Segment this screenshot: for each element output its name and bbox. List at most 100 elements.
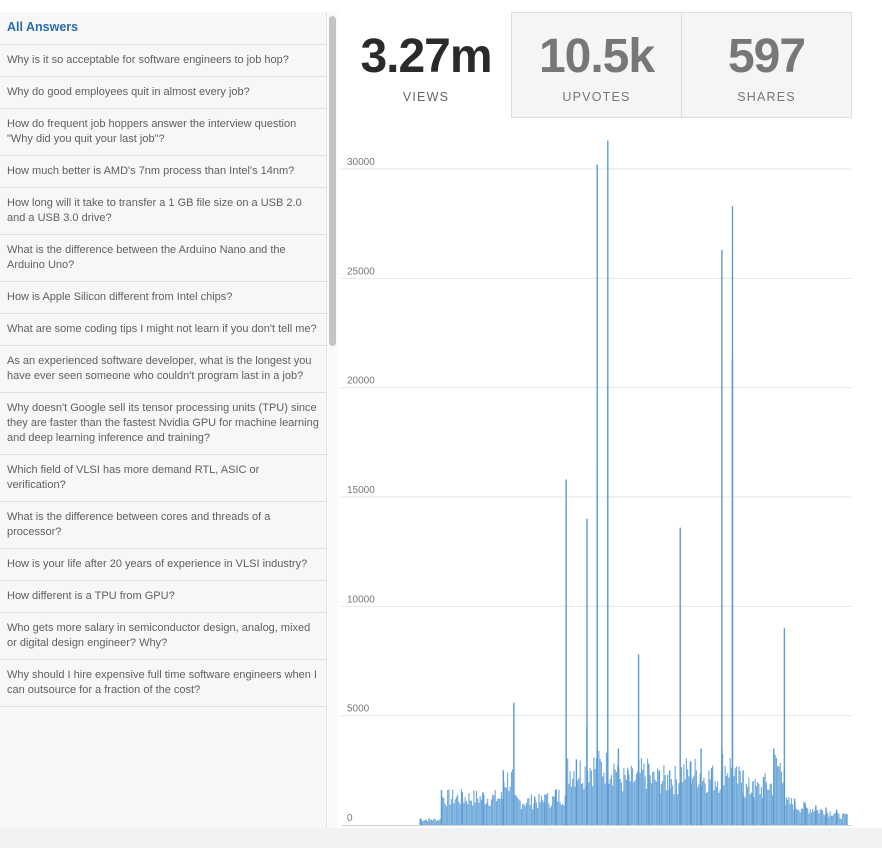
- chart-bar: [623, 767, 625, 825]
- sidebar-item-answer[interactable]: Who gets more salary in semiconductor de…: [0, 613, 326, 660]
- chart-bar: [523, 803, 525, 825]
- chart-bar: [740, 782, 742, 825]
- chart-bar: [520, 808, 522, 825]
- chart-bar: [830, 815, 832, 825]
- sidebar-item-answer[interactable]: How do frequent job hoppers answer the i…: [0, 109, 326, 156]
- sidebar-item-answer[interactable]: What are some coding tips I might not le…: [0, 314, 326, 346]
- sidebar-item-all-answers[interactable]: All Answers: [0, 12, 326, 45]
- chart-bar: [799, 812, 801, 825]
- chart-bar: [432, 820, 434, 825]
- chart-bar: [525, 803, 527, 825]
- chart-bar: [822, 810, 824, 825]
- chart-bar: [690, 761, 692, 825]
- chart-bar: [586, 726, 588, 825]
- chart-bar: [637, 654, 640, 825]
- sidebar-scrollbar[interactable]: [328, 12, 338, 828]
- chart-bar: [703, 777, 705, 825]
- chart-bar: [464, 797, 466, 825]
- chart-bar: [494, 789, 496, 825]
- y-tick-label: 20000: [347, 376, 375, 387]
- chart-bar: [630, 765, 632, 825]
- chart-bar: [715, 786, 717, 825]
- chart-bar: [743, 795, 745, 825]
- chart-bar: [818, 813, 820, 825]
- chart-bar: [457, 794, 459, 825]
- views-stat[interactable]: 3.27m VIEWS: [341, 12, 511, 118]
- chart-bar: [437, 819, 439, 825]
- chart-bar: [668, 770, 671, 825]
- chart-bar: [489, 806, 491, 825]
- chart-bar: [617, 765, 619, 825]
- chart-bar: [664, 775, 666, 825]
- sidebar-item-answer[interactable]: How is Apple Silicon different from Inte…: [0, 282, 326, 314]
- chart-bar: [762, 776, 765, 825]
- chart-bar: [817, 809, 819, 825]
- chart-bar: [598, 750, 600, 825]
- chart-bar: [813, 810, 815, 825]
- sidebar-item-answer[interactable]: Why should I hire expensive full time so…: [0, 660, 326, 707]
- chart-bar: [634, 779, 636, 825]
- chart-bar: [725, 775, 727, 825]
- sidebar-item-answer[interactable]: Why do good employees quit in almost eve…: [0, 77, 326, 109]
- chart-bar: [518, 799, 520, 825]
- chart-bar: [533, 803, 535, 825]
- chart-bar: [490, 799, 492, 825]
- chart-bar: [540, 795, 542, 825]
- chart-bar: [586, 518, 588, 825]
- chart-bar: [784, 805, 786, 825]
- chart-bar: [759, 794, 761, 825]
- chart-bar: [748, 777, 750, 825]
- chart-bar: [513, 702, 515, 825]
- scrollbar-thumb[interactable]: [329, 16, 336, 346]
- chart-bar: [790, 798, 792, 825]
- chart-bar: [498, 798, 500, 825]
- chart-bar: [552, 796, 554, 825]
- answers-sidebar: All Answers Why is it so acceptable for …: [0, 12, 327, 828]
- upvotes-stat[interactable]: 10.5k UPVOTES: [511, 12, 682, 118]
- shares-stat[interactable]: 597 SHARES: [682, 12, 852, 118]
- chart-bar: [612, 785, 614, 825]
- sidebar-item-answer[interactable]: How long will it take to transfer a 1 GB…: [0, 188, 326, 235]
- chart-bar: [447, 790, 449, 825]
- chart-bar: [775, 757, 777, 825]
- sidebar-item-answer[interactable]: How is your life after 20 years of exper…: [0, 549, 326, 581]
- sidebar-item-answer[interactable]: As an experienced software developer, wh…: [0, 346, 326, 393]
- chart-bar: [485, 802, 487, 825]
- chart-bar: [760, 786, 762, 825]
- chart-bar: [755, 786, 757, 825]
- chart-bar: [574, 786, 576, 825]
- sidebar-item-answer[interactable]: Why is it so acceptable for software eng…: [0, 45, 326, 77]
- chart-bar: [478, 802, 480, 825]
- sidebar-item-answer[interactable]: How much better is AMD's 7nm process tha…: [0, 156, 326, 188]
- chart-bar: [788, 797, 790, 825]
- sidebar-item-answer[interactable]: Why doesn't Google sell its tensor proce…: [0, 393, 326, 455]
- chart-bar: [650, 783, 652, 825]
- chart-bar: [440, 790, 443, 825]
- chart-bar: [519, 800, 521, 825]
- chart-bar: [543, 802, 545, 825]
- chart-bar: [729, 758, 731, 825]
- chart-bar: [721, 249, 723, 825]
- chart-bar: [419, 818, 422, 825]
- sidebar-item-answer[interactable]: How different is a TPU from GPU?: [0, 581, 326, 613]
- chart-bar: [708, 770, 710, 825]
- chart-bar: [838, 813, 840, 825]
- chart-bar: [815, 805, 817, 825]
- chart-bar: [844, 813, 846, 825]
- sidebar-item-answer[interactable]: What is the difference between cores and…: [0, 502, 326, 549]
- chart-bar: [672, 785, 674, 825]
- chart-bar: [833, 814, 835, 825]
- chart-bar: [660, 783, 662, 825]
- sidebar-item-answer[interactable]: What is the difference between the Ardui…: [0, 235, 326, 282]
- chart-bar: [773, 748, 775, 825]
- chart-bar: [670, 779, 672, 825]
- chart-bar: [807, 808, 809, 825]
- chart-bar: [675, 779, 677, 825]
- chart-bar: [668, 789, 670, 825]
- chart-bar: [653, 771, 655, 825]
- chart-bar: [774, 754, 776, 825]
- sidebar-item-answer[interactable]: Which field of VLSI has more demand RTL,…: [0, 455, 326, 502]
- chart-bar: [677, 793, 679, 825]
- chart-bar: [433, 818, 435, 825]
- chart-bar: [577, 780, 579, 825]
